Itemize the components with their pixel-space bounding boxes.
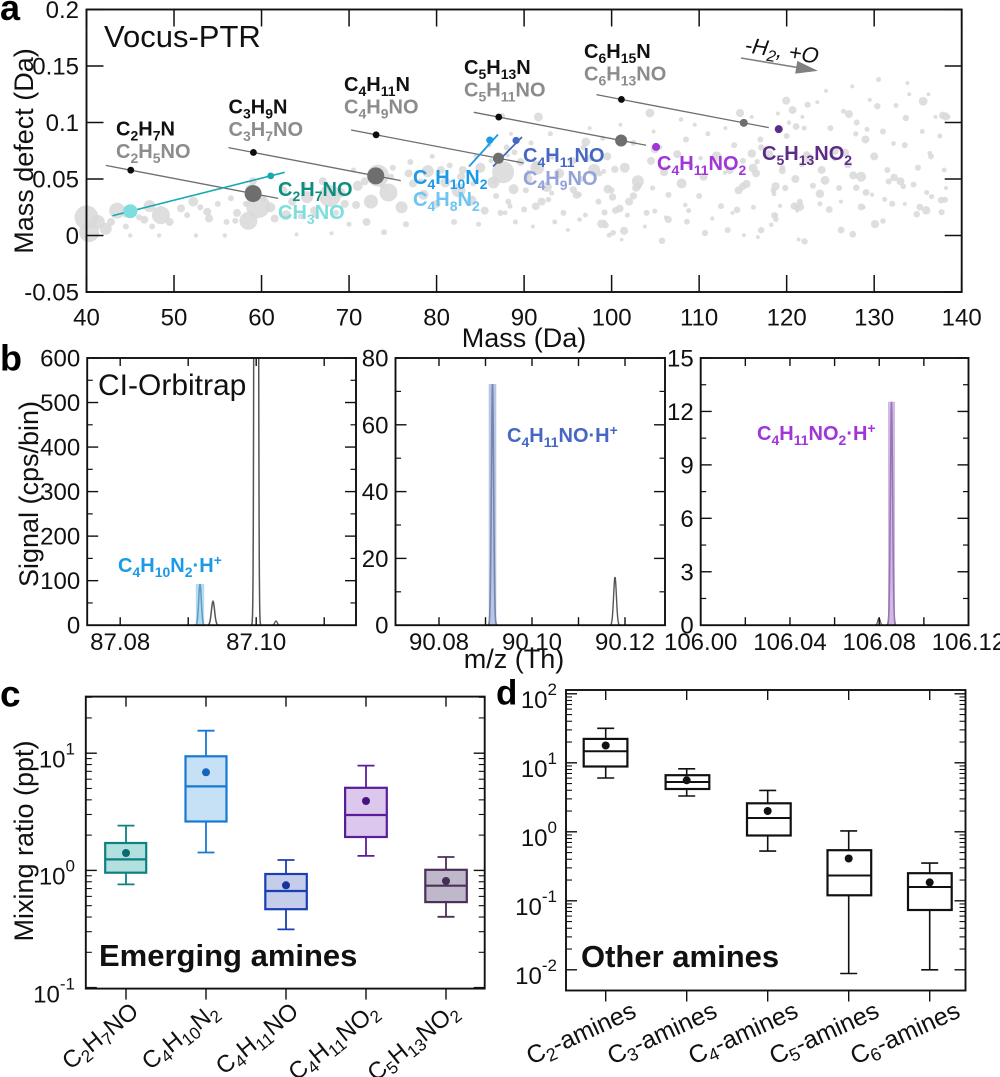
svg-text:C3​H9​N: C3​H9​N (229, 97, 288, 122)
svg-text:106.12: 106.12 (932, 629, 1000, 656)
svg-text:90: 90 (511, 305, 538, 332)
svg-text:CI-Orbitrap: CI-Orbitrap (98, 369, 246, 402)
svg-text:0.1: 0.1 (46, 110, 79, 137)
svg-text:C4​H11​N: C4​H11​N (344, 74, 410, 99)
svg-text:130: 130 (854, 305, 894, 332)
svg-text:106.08: 106.08 (843, 629, 916, 656)
svg-text:0.2: 0.2 (46, 0, 79, 24)
svg-text:a: a (0, 0, 21, 28)
svg-text:80: 80 (362, 346, 389, 373)
svg-text:90.12: 90.12 (595, 629, 655, 656)
svg-text:0: 0 (680, 613, 693, 640)
svg-text:87.10: 87.10 (226, 629, 286, 656)
svg-text:-0.05: -0.05 (24, 280, 79, 307)
svg-text:C4​H11​NO2​·H+​: C4​H11​NO2​·H+​ (757, 420, 876, 448)
svg-text:0.05: 0.05 (32, 167, 79, 194)
svg-text:C6​H15​N: C6​H15​N (584, 41, 651, 66)
svg-text:90.10: 90.10 (502, 629, 562, 656)
svg-text:6: 6 (680, 506, 693, 533)
svg-text:Other amines: Other amines (581, 939, 779, 974)
svg-text:140: 140 (942, 305, 982, 332)
svg-text:m/z (Th): m/z (Th) (464, 644, 565, 674)
svg-text:3: 3 (680, 559, 693, 586)
svg-text:12: 12 (667, 399, 694, 426)
svg-text:Mass (Da): Mass (Da) (462, 323, 587, 353)
svg-text:90.08: 90.08 (409, 629, 469, 656)
svg-text:C4​H11​NO·H+​: C4​H11​NO·H+​ (507, 422, 618, 450)
svg-text:C6​H13​NO: C6​H13​NO (584, 64, 666, 89)
svg-text:500: 500 (40, 390, 80, 417)
svg-text:C2​H5​NO: C2​H5​NO (116, 141, 191, 166)
svg-text:Mass defect (Da): Mass defect (Da) (9, 48, 39, 254)
svg-text:C2​H7​N: C2​H7​N (116, 119, 175, 144)
svg-text:b: b (0, 338, 22, 379)
svg-text:120: 120 (767, 305, 807, 332)
svg-text:C4​H11​NO: C4​H11​NO (523, 145, 605, 170)
svg-text:15: 15 (667, 346, 694, 373)
svg-text:C5​H11​NO: C5​H11​NO (464, 80, 546, 105)
svg-text:0: 0 (66, 223, 79, 250)
svg-text:80: 80 (423, 305, 450, 332)
svg-text:100: 100 (592, 305, 632, 332)
svg-text:70: 70 (336, 305, 363, 332)
svg-text:100: 100 (40, 568, 80, 595)
svg-text:C2​H7​NO: C2​H7​NO (278, 179, 353, 204)
svg-text:9: 9 (680, 452, 693, 479)
svg-text:c: c (0, 674, 21, 715)
svg-text:40: 40 (73, 305, 100, 332)
svg-text:0: 0 (375, 613, 388, 640)
svg-text:d: d (496, 674, 517, 713)
svg-text:C4​H11​NO2​: C4​H11​NO2​ (657, 153, 747, 178)
svg-text:Mixing ratio (ppt): Mixing ratio (ppt) (9, 740, 39, 941)
svg-text:Emerging amines: Emerging amines (99, 938, 357, 973)
svg-text:C4​H9​NO: C4​H9​NO (523, 168, 598, 193)
svg-text:C4​H8​N2​: C4​H8​N2​ (413, 189, 480, 214)
svg-text:400: 400 (40, 435, 80, 462)
svg-text:106.00: 106.00 (664, 629, 737, 656)
svg-text:Signal (cps/bin): Signal (cps/bin) (14, 401, 44, 587)
svg-text:200: 200 (40, 524, 80, 551)
svg-text:20: 20 (362, 546, 389, 573)
svg-text:40: 40 (362, 479, 389, 506)
svg-text:300: 300 (40, 479, 80, 506)
svg-text:110: 110 (680, 305, 718, 332)
svg-text:60: 60 (362, 412, 389, 439)
svg-text:C3​H7​NO: C3​H7​NO (229, 119, 304, 144)
svg-text:C4​H10​N2​·H+​: C4​H10​N2​·H+​ (118, 552, 222, 580)
svg-text:600: 600 (40, 346, 80, 373)
svg-text:50: 50 (161, 305, 188, 332)
svg-text:C5​H13​NO2​: C5​H13​NO2​ (762, 143, 852, 168)
svg-text:0: 0 (67, 613, 80, 640)
svg-text:60: 60 (248, 305, 275, 332)
svg-text:C4​H9​NO: C4​H9​NO (344, 97, 419, 122)
svg-text:CH3​NO: CH3​NO (278, 202, 345, 227)
svg-text:C5​H13​N: C5​H13​N (464, 57, 531, 82)
svg-text:0.15: 0.15 (32, 54, 79, 81)
svg-text:106.04: 106.04 (753, 629, 826, 656)
svg-text:87.08: 87.08 (90, 629, 150, 656)
svg-text:C4​H10​N2​: C4​H10​N2​ (413, 167, 488, 192)
svg-text:Vocus-PTR: Vocus-PTR (104, 19, 261, 54)
